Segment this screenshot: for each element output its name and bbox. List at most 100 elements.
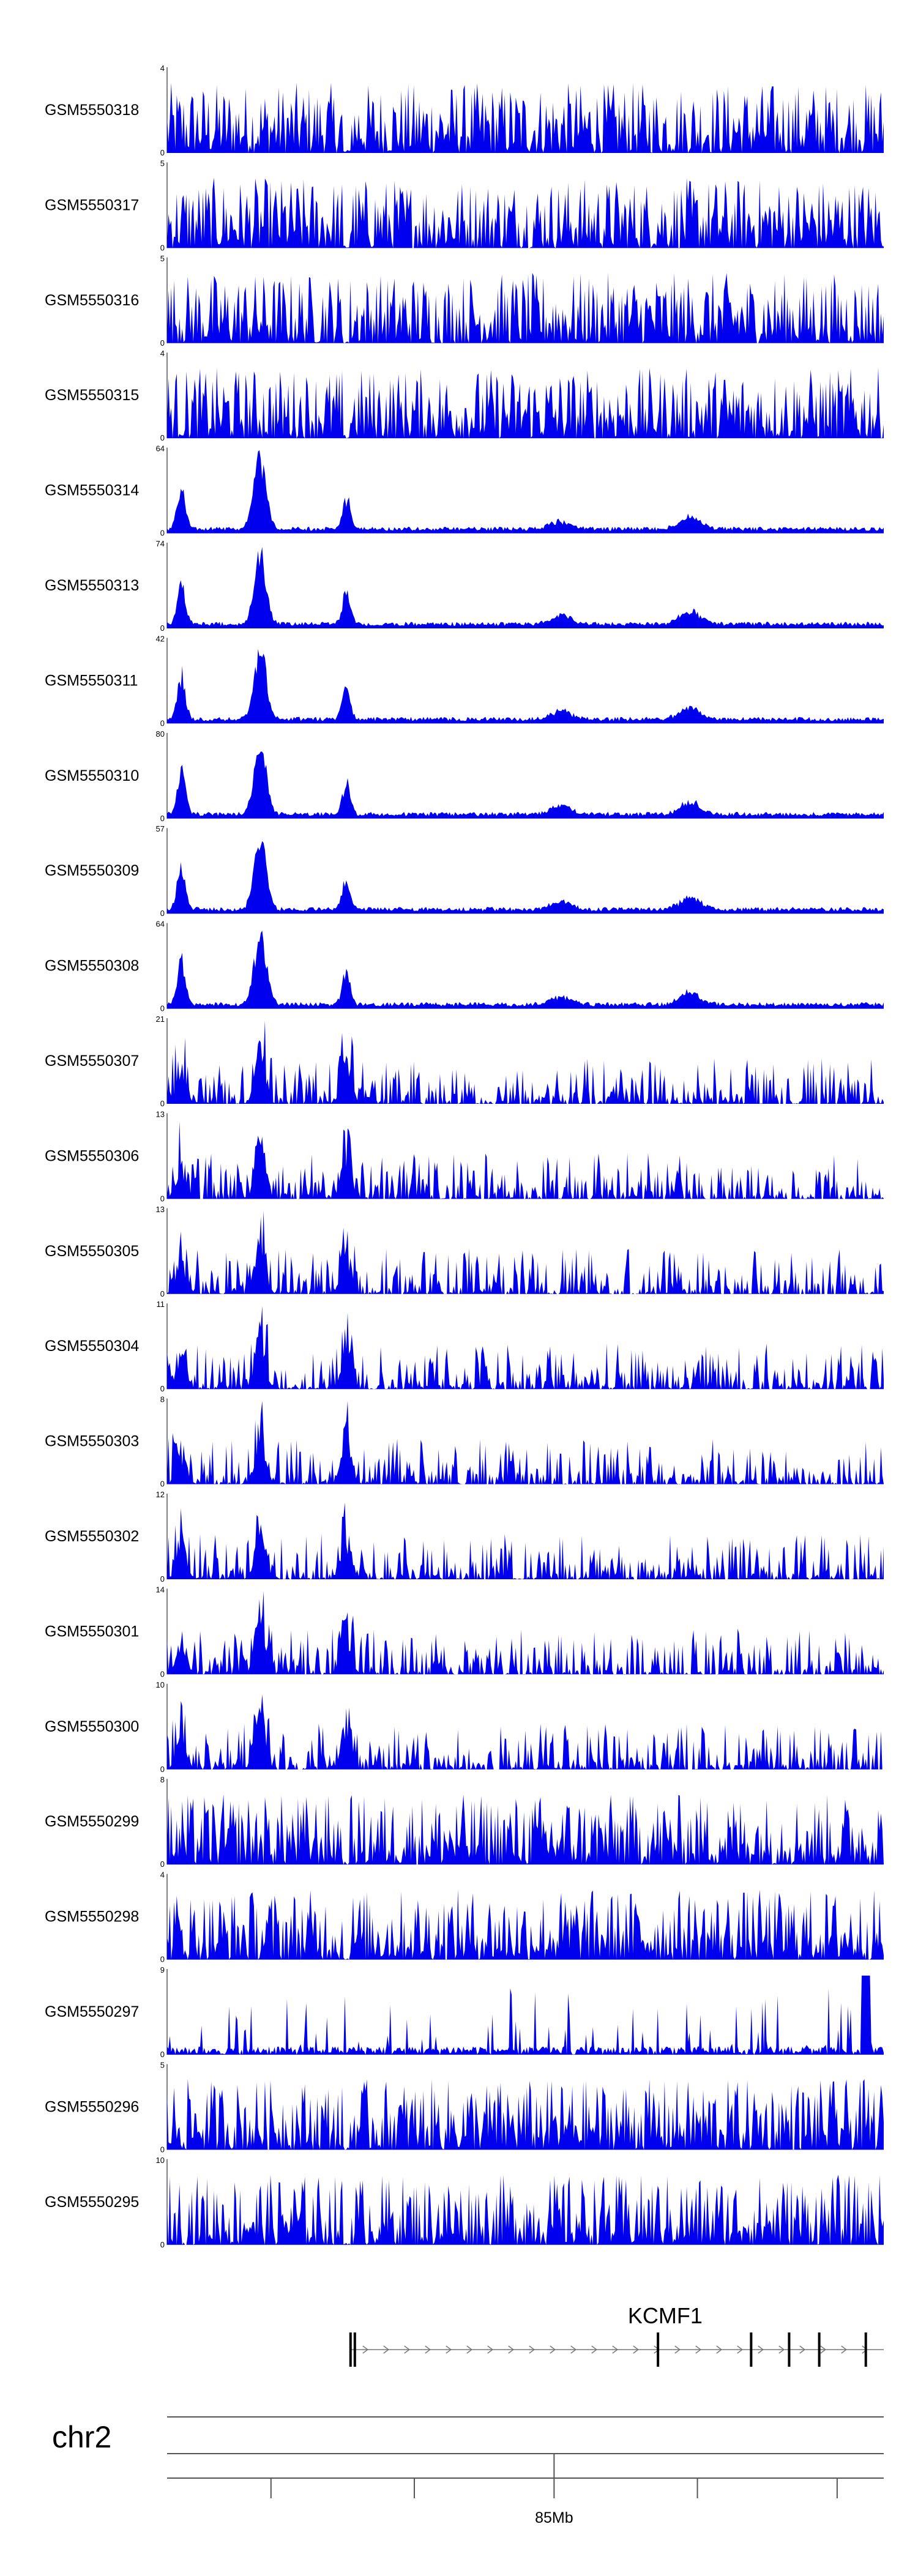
y-max-label: 64: [156, 444, 165, 453]
y-max-label: 8: [160, 1775, 165, 1784]
strand-arrow: [487, 2345, 494, 2354]
exon: [788, 2332, 791, 2367]
y-max-label: 21: [156, 1014, 165, 1024]
track-label: GSM5550317: [45, 196, 139, 214]
y-min-label: 0: [160, 338, 165, 348]
strand-arrow: [737, 2345, 744, 2354]
strand-arrow: [425, 2345, 431, 2354]
strand-arrow: [674, 2345, 681, 2354]
y-min-label: 0: [160, 1574, 165, 1584]
chromosome-label: chr2: [52, 2420, 111, 2454]
y-max-label: 8: [160, 1395, 165, 1404]
signal-area: [167, 272, 884, 343]
track-GSM5550311: GSM5550311 42 0: [45, 634, 884, 728]
signal-area: [167, 1306, 884, 1390]
strand-arrow: [841, 2345, 848, 2354]
y-min-label: 0: [160, 433, 165, 442]
track-GSM5550314: GSM5550314 64 0: [45, 444, 884, 538]
signal-area: [167, 649, 884, 724]
track-GSM5550297: GSM5550297 9 0: [45, 1965, 884, 2059]
y-min-label: 0: [160, 529, 165, 538]
track-GSM5550315: GSM5550315 4 0: [45, 349, 884, 442]
track-GSM5550313: GSM5550313 74 0: [45, 539, 884, 633]
y-min-label: 0: [160, 2145, 165, 2154]
y-max-label: 4: [160, 64, 165, 73]
signal-area: [167, 2175, 884, 2245]
y-min-label: 0: [160, 1099, 165, 1108]
strand-arrow: [591, 2345, 598, 2354]
chromosome-ideogram: chr2 85Mb: [52, 2416, 884, 2526]
position-label: 85Mb: [535, 2509, 573, 2526]
track-label: GSM5550307: [45, 1052, 139, 1070]
strand-arrow: [362, 2345, 369, 2354]
exon: [349, 2332, 352, 2367]
signal-area: [167, 1401, 884, 1484]
signal-area: [167, 82, 884, 153]
exon: [818, 2332, 821, 2367]
y-min-label: 0: [160, 243, 165, 252]
y-max-label: 5: [160, 2060, 165, 2069]
track-GSM5550304: GSM5550304 11 0: [45, 1300, 884, 1393]
signal-area: [167, 2079, 884, 2150]
signal-area: [167, 1889, 884, 1960]
track-label: GSM5550313: [45, 577, 139, 594]
exon: [750, 2332, 753, 2367]
signal-area: [167, 1021, 884, 1104]
signal-area: [167, 1121, 884, 1199]
track-GSM5550302: GSM5550302 12 0: [45, 1490, 884, 1584]
strand-arrow: [612, 2345, 619, 2354]
strand-arrow: [550, 2345, 556, 2354]
track-label: GSM5550306: [45, 1147, 139, 1164]
signal-area: [167, 1210, 884, 1294]
track-GSM5550317: GSM5550317 5 0: [45, 158, 884, 252]
strand-arrow: [466, 2345, 473, 2354]
y-max-label: 13: [156, 1205, 165, 1214]
y-min-label: 0: [160, 1955, 165, 1964]
track-GSM5550307: GSM5550307 21 0: [45, 1014, 884, 1108]
y-min-label: 0: [160, 1480, 165, 1489]
strand-arrow: [758, 2345, 764, 2354]
y-max-label: 57: [156, 824, 165, 833]
track-label: GSM5550316: [45, 292, 139, 309]
track-label: GSM5550310: [45, 767, 139, 784]
y-min-label: 0: [160, 1859, 165, 1869]
track-GSM5550298: GSM5550298 4 0: [45, 1871, 884, 1964]
track-label: GSM5550300: [45, 1718, 139, 1735]
track-label: GSM5550305: [45, 1243, 139, 1260]
y-max-label: 4: [160, 1871, 165, 1880]
y-max-label: 42: [156, 634, 165, 643]
strand-arrow: [529, 2345, 536, 2354]
track-GSM5550316: GSM5550316 5 0: [45, 254, 884, 348]
y-max-label: 80: [156, 729, 165, 739]
signal-area: [167, 841, 884, 914]
signal-area: [167, 177, 884, 248]
signal-tracks: GSM555031840GSM555031750GSM555031650GSM5…: [45, 64, 884, 2249]
gene-annotation: KCMF1: [349, 2303, 884, 2367]
y-max-label: 13: [156, 1109, 165, 1119]
signal-area: [167, 751, 884, 819]
strand-arrow: [404, 2345, 411, 2354]
y-min-label: 0: [160, 1194, 165, 1203]
track-label: GSM5550314: [45, 482, 139, 499]
strand-arrow: [383, 2345, 390, 2354]
y-max-label: 10: [156, 1680, 165, 1689]
strand-arrow: [716, 2345, 723, 2354]
y-min-label: 0: [160, 1289, 165, 1298]
strand-arrow: [820, 2345, 827, 2354]
track-label: GSM5550303: [45, 1433, 139, 1450]
y-max-label: 5: [160, 158, 165, 168]
y-max-label: 74: [156, 539, 165, 548]
strand-arrow: [633, 2345, 640, 2354]
track-label: GSM5550298: [45, 1908, 139, 1926]
track-label: GSM5550295: [45, 2194, 139, 2211]
signal-area: [167, 1591, 884, 1675]
track-GSM5550306: GSM5550306 13 0: [45, 1109, 884, 1203]
gene-label: KCMF1: [628, 2303, 703, 2328]
y-min-label: 0: [160, 909, 165, 918]
track-GSM5550296: GSM5550296 5 0: [45, 2060, 884, 2154]
track-GSM5550305: GSM5550305 13 0: [45, 1205, 884, 1298]
y-max-label: 4: [160, 349, 165, 358]
y-max-label: 12: [156, 1490, 165, 1499]
y-min-label: 0: [160, 2050, 165, 2059]
y-min-label: 0: [160, 624, 165, 633]
